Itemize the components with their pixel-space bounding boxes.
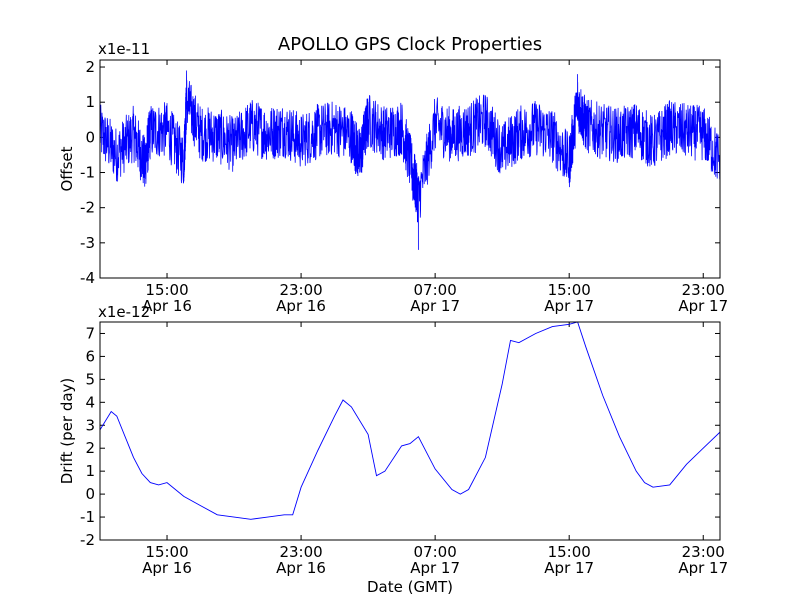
drift-axes-frame [99,321,721,541]
drift-ytick-label: 5 [85,370,95,388]
offset-ytick-label: 1 [85,93,95,111]
offset-chart: APOLLO GPS Clock Properties x1e-11 Offse… [58,34,728,315]
offset-xtick-date-label: Apr 17 [678,297,728,315]
drift-xtick-time-label: 15:00 [548,543,591,561]
drift-ytick-label: 4 [85,393,95,411]
drift-ytick-label: -2 [80,531,95,549]
offset-xtick-date-label: Apr 17 [544,297,594,315]
drift-xtick-time-label: 23:00 [682,543,725,561]
offset-xtick-date-label: Apr 16 [142,297,192,315]
drift-ytick-label: -1 [80,508,95,526]
drift-xtick-date-label: Apr 17 [544,559,594,577]
drift-chart: x1e-12 Drift (per day) Date (GMT) 7 6 5 4 3 2… [58,303,728,596]
offset-xtick-time-label: 15:00 [145,281,188,299]
drift-ytick-label: 0 [85,485,95,503]
offset-ytick-label: -4 [80,269,95,287]
offset-y-multiplier: x1e-11 [98,40,150,58]
drift-y-multiplier: x1e-12 [98,303,150,321]
drift-xtick-time-label: 23:00 [279,543,322,561]
offset-xtick-time-label: 07:00 [414,281,457,299]
drift-xtick-time-label: 07:00 [414,543,457,561]
offset-ytick-label: 2 [85,58,95,76]
offset-ytick-label: -3 [80,234,95,252]
drift-series-line [100,322,720,520]
offset-ytick-label: -2 [80,199,95,217]
offset-y-axis-label: Offset [58,146,76,191]
drift-ytick-label: 3 [85,416,95,434]
drift-xtick-date-label: Apr 17 [410,559,460,577]
drift-ytick-label: 1 [85,462,95,480]
drift-xtick-date-label: Apr 17 [678,559,728,577]
drift-xtick-date-label: Apr 16 [142,559,192,577]
offset-axes-frame [99,59,721,279]
offset-series-line [100,70,720,250]
offset-xtick-time-label: 23:00 [682,281,725,299]
chart-title: APOLLO GPS Clock Properties [278,34,542,55]
offset-xtick-date-label: Apr 16 [276,297,326,315]
offset-ytick-label: 0 [85,128,95,146]
drift-ytick-label: 2 [85,439,95,457]
offset-xtick-date-label: Apr 17 [410,297,460,315]
offset-xtick-time-label: 15:00 [548,281,591,299]
drift-ytick-label: 6 [85,347,95,365]
drift-x-axis-label: Date (GMT) [367,578,453,596]
drift-ytick-label: 7 [85,324,95,342]
offset-ytick-label: -1 [80,164,95,182]
offset-xtick-time-label: 23:00 [279,281,322,299]
drift-xtick-date-label: Apr 16 [276,559,326,577]
drift-xtick-time-label: 15:00 [145,543,188,561]
drift-y-axis-label: Drift (per day) [58,378,76,485]
